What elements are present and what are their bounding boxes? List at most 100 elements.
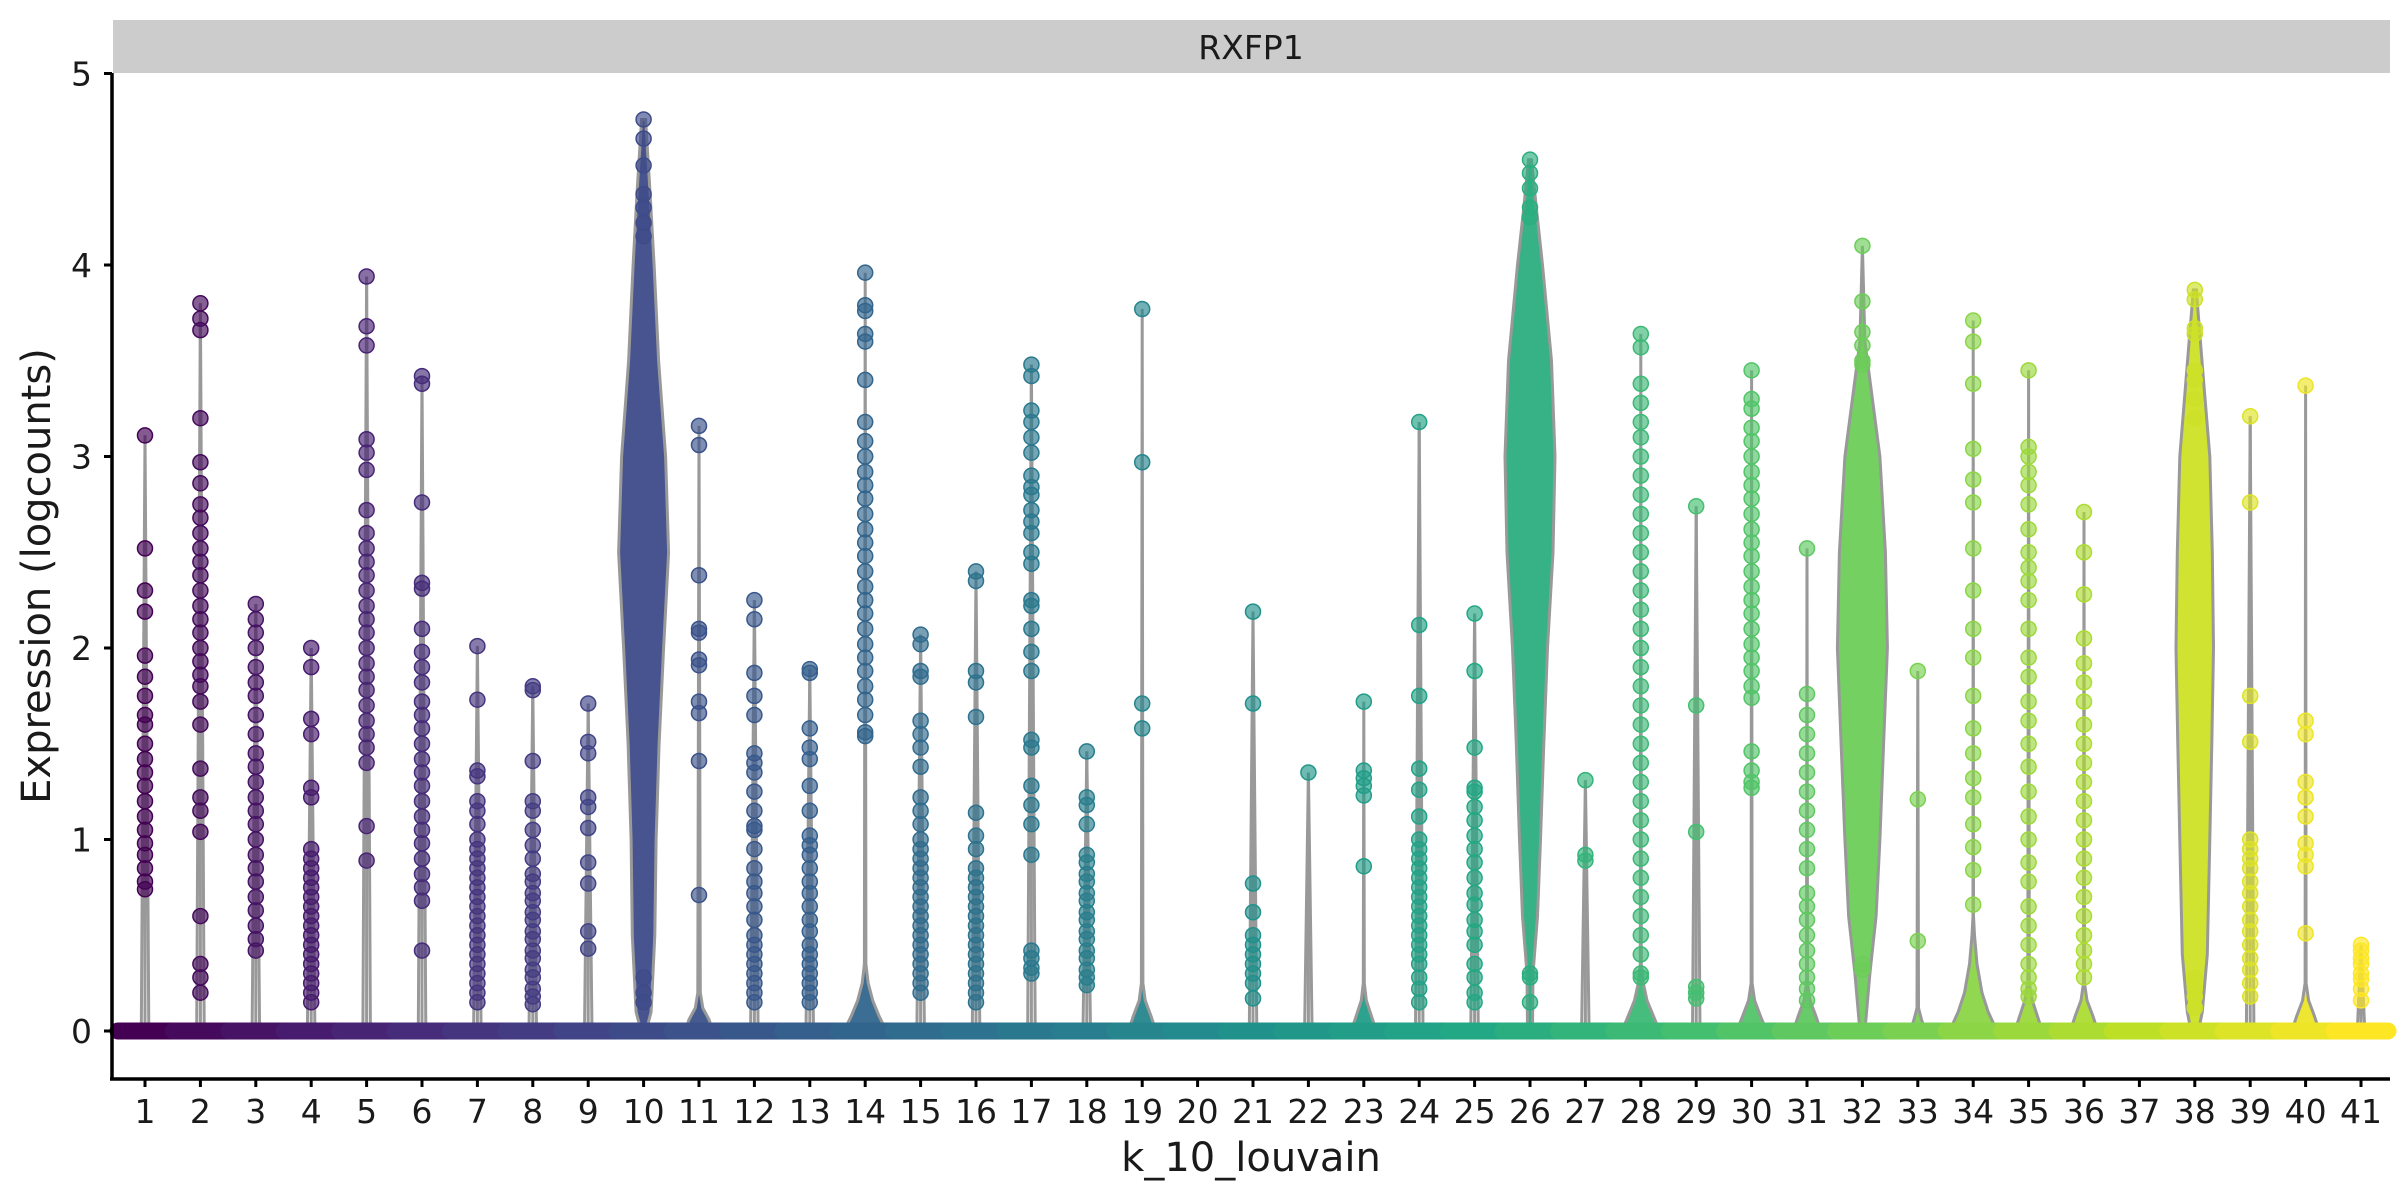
data-point [1743,547,1760,565]
data-point [1909,932,1927,950]
data-point [2075,503,2093,521]
data-point [2020,649,2037,666]
data-point [1023,444,1040,461]
data-point [1854,237,1871,255]
x-tick-label: 20 [1177,1092,1219,1131]
data-point [1632,394,1650,412]
data-point [2352,992,2370,1009]
data-point [136,792,154,810]
data-point [2075,792,2093,810]
data-point [1466,896,1483,913]
data-point [358,461,375,479]
data-point [856,264,874,281]
data-point [192,802,209,820]
data-point [635,199,652,216]
x-tick-label: 12 [733,1092,775,1131]
data-point [1632,620,1650,638]
violin-group-22 [1272,764,1344,1040]
data-point [2020,362,2037,379]
data-point [2186,325,2204,343]
violin-group-38 [2159,281,2231,1040]
data-point [302,710,320,728]
data-point [967,994,985,1011]
data-point [247,687,265,705]
data-point [1964,620,1982,638]
data-point [136,427,154,444]
violin-group-21 [1217,603,1289,1040]
data-point [1964,333,1982,350]
violin-group-11 [663,417,735,1040]
data-point [2020,735,2037,752]
data-point [2075,693,2093,710]
data-point [1632,429,1650,446]
violin-group-26 [1494,151,1566,1040]
violin-group-9 [552,695,624,1040]
data-point [2020,448,2037,465]
violin-group-35 [1993,362,2065,1040]
x-tick-label: 26 [1509,1092,1551,1131]
y-tick-label: 5 [71,55,92,94]
data-point [1521,994,1539,1011]
data-point [1466,605,1483,622]
data-point [690,436,708,454]
data-point [1798,783,1816,800]
data-point [192,295,209,312]
data-point [192,524,209,542]
data-point [2020,591,2037,609]
data-point [1410,781,1428,798]
violin-group-32 [1826,237,1898,1040]
data-point [1854,356,1871,373]
violin-group-27 [1549,771,1621,1040]
data-point [247,658,265,676]
x-tick-label: 7 [467,1092,488,1131]
data-point [1632,697,1650,714]
data-point [635,969,652,986]
x-tick-label: 39 [2229,1092,2271,1131]
data-point [136,582,154,599]
data-point [136,647,154,664]
data-point [247,942,265,959]
data-point [1577,852,1594,869]
violin-group-10 [608,111,680,1040]
data-point [1854,961,1871,978]
data-point [2297,773,2314,791]
data-point [2020,758,2037,775]
data-point [1964,789,1982,806]
data-point [1521,969,1539,986]
data-point [1023,429,1040,446]
data-point [2020,496,2037,513]
data-point [247,873,265,890]
data-point [746,802,763,820]
data-point [1023,739,1040,756]
data-point [1798,706,1816,724]
data-point [2075,927,2093,944]
data-point [1632,658,1650,676]
data-point [1632,716,1650,733]
data-point [1632,735,1650,752]
x-tick-label: 13 [789,1092,831,1131]
data-point [413,777,431,795]
data-point [2297,808,2314,825]
data-point [2020,572,2037,590]
data-point [690,886,708,904]
violin-group-13 [774,660,846,1040]
data-point [1964,815,1982,833]
data-point [1023,815,1040,833]
data-point [635,994,652,1011]
x-tick-label: 22 [1287,1092,1329,1131]
y-tick-label: 2 [71,629,92,668]
data-point [1023,413,1040,431]
data-point [192,907,209,925]
data-point [2020,808,2037,825]
data-point [856,371,874,389]
data-point [1133,453,1151,471]
data-point [579,695,597,712]
data-point [1410,994,1428,1011]
data-point [524,752,542,770]
data-point [2075,630,2093,647]
data-point [1964,745,1982,762]
data-point [358,444,375,461]
data-point [2075,544,2093,561]
data-point [1023,796,1040,814]
data-point [192,693,209,710]
